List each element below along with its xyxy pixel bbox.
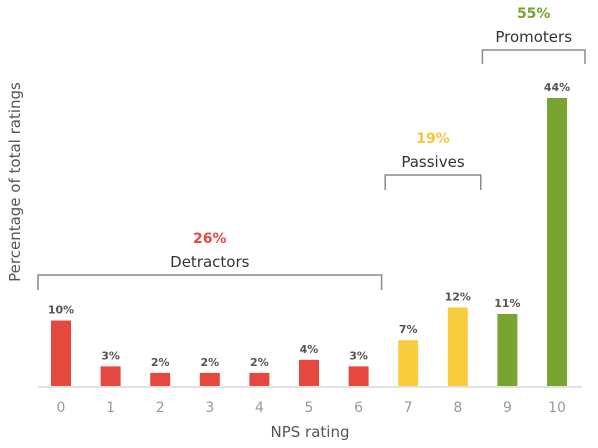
x-tick-labels: 0 1 2 3 4 5 6 7 8 9 10 xyxy=(57,400,566,416)
group-detractors: Detractors 26% xyxy=(37,231,383,290)
data-label-0: 10% xyxy=(48,304,74,317)
data-label-7: 7% xyxy=(399,323,418,336)
group-name: Detractors xyxy=(170,253,249,271)
group-bracket xyxy=(481,49,586,64)
group-bracket xyxy=(37,274,383,290)
nps-groups: Detractors 26% Passives 19% Promoters 55% xyxy=(37,6,586,290)
bar-2 xyxy=(150,372,171,386)
x-tick-7: 7 xyxy=(404,400,413,416)
bars-layer xyxy=(51,98,567,386)
group-percent: 55% xyxy=(517,6,551,22)
x-tick-5: 5 xyxy=(305,400,314,416)
x-tick-4: 4 xyxy=(255,400,264,416)
x-tick-1: 1 xyxy=(106,400,115,416)
bar-1 xyxy=(100,366,121,386)
data-label-2: 2% xyxy=(151,356,170,369)
bar-9 xyxy=(497,314,518,386)
group-bracket xyxy=(384,174,482,190)
x-tick-3: 3 xyxy=(205,400,214,416)
data-label-6: 3% xyxy=(349,349,368,362)
x-tick-2: 2 xyxy=(156,400,165,416)
bar-4 xyxy=(249,372,270,386)
data-label-10: 44% xyxy=(544,81,570,94)
bar-7 xyxy=(398,340,419,386)
data-labels: 10% 3% 2% 2% 2% 4% 3% 7% 12% 11% 44% xyxy=(48,81,570,369)
data-label-8: 12% xyxy=(445,290,471,303)
group-promoters: Promoters 55% xyxy=(481,6,586,64)
group-name: Passives xyxy=(401,153,464,171)
x-tick-6: 6 xyxy=(354,400,363,416)
bar-10 xyxy=(547,98,567,386)
bar-5 xyxy=(299,359,319,386)
group-percent: 26% xyxy=(193,231,227,247)
x-tick-0: 0 xyxy=(57,400,66,416)
bar-0 xyxy=(51,320,71,386)
data-label-1: 3% xyxy=(101,349,120,362)
data-label-4: 2% xyxy=(250,356,269,369)
group-passives: Passives 19% xyxy=(384,131,482,190)
y-axis-title: Percentage of total ratings xyxy=(6,82,24,282)
bar-8 xyxy=(447,307,468,386)
x-tick-9: 9 xyxy=(503,400,512,416)
x-tick-10: 10 xyxy=(548,400,566,416)
data-label-5: 4% xyxy=(300,343,319,356)
group-name: Promoters xyxy=(495,28,572,46)
x-axis-title: NPS rating xyxy=(271,423,350,441)
group-percent: 19% xyxy=(416,131,450,147)
bar-6 xyxy=(348,366,369,386)
data-label-3: 2% xyxy=(200,356,219,369)
data-label-9: 11% xyxy=(494,297,520,310)
x-tick-8: 8 xyxy=(453,400,462,416)
bar-3 xyxy=(199,372,220,386)
